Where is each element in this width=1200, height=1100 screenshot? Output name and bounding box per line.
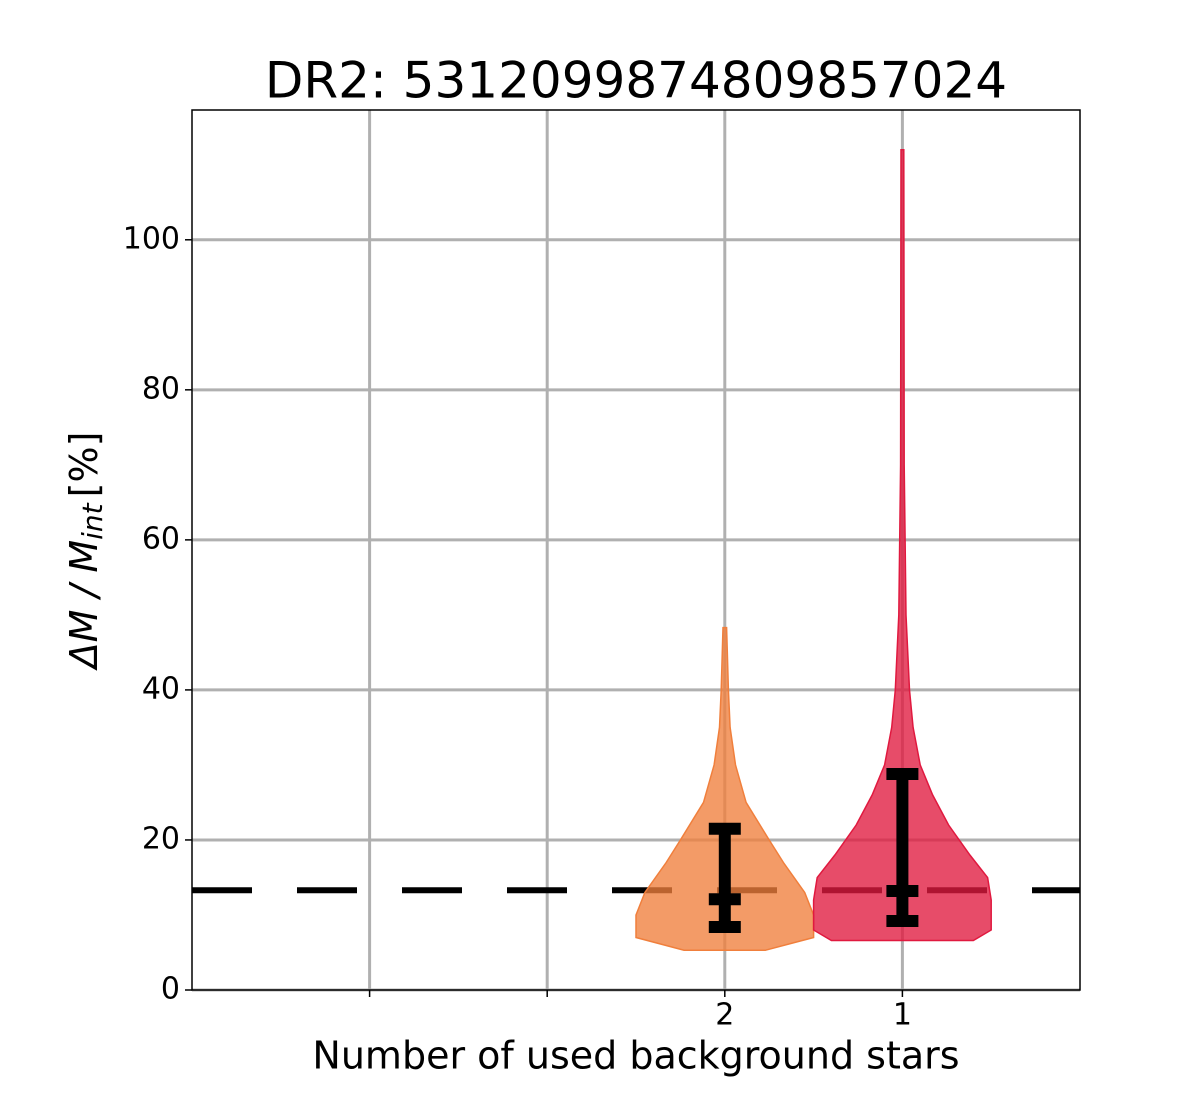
y-tick-label: 60 [142, 521, 180, 556]
y-label-main: ΔM / M [62, 540, 106, 672]
y-label-unit: [%] [62, 432, 106, 498]
x-tick-label: 1 [893, 998, 912, 1033]
y-tick-label: 20 [142, 821, 180, 856]
chart-title: DR2: 5312099874809857024 [265, 52, 1007, 110]
x-tick-label: 2 [715, 998, 734, 1033]
y-label-sub: int [76, 502, 109, 540]
x-axis-label: Number of used background stars [312, 1034, 959, 1078]
y-tick-label: 80 [142, 371, 180, 406]
y-axis-label: ΔM / Mint [%] [62, 432, 110, 672]
violin-body [812, 149, 992, 942]
y-tick-label: 0 [161, 972, 180, 1007]
violin-body [635, 626, 815, 951]
y-tick-label: 100 [123, 221, 180, 256]
plot-frame [191, 109, 1081, 991]
y-tick-label: 40 [142, 671, 180, 706]
